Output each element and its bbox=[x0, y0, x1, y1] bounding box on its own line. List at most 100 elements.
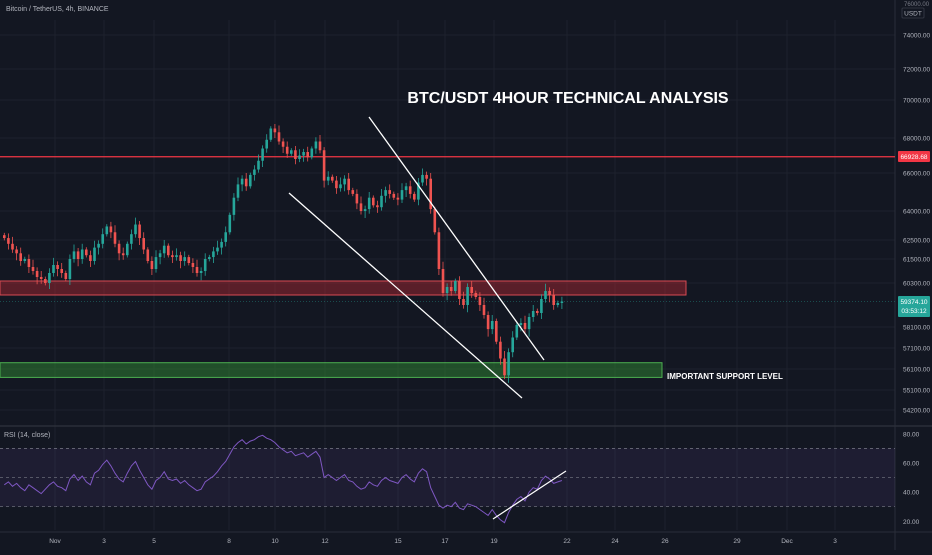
candle bbox=[162, 240, 166, 258]
candle bbox=[441, 261, 445, 297]
candle bbox=[89, 250, 92, 267]
price-axis-tick: 60300.00 bbox=[903, 281, 930, 288]
candle bbox=[318, 134, 322, 154]
candle bbox=[80, 243, 84, 264]
candle bbox=[224, 226, 227, 247]
rsi-axis-tick: 20.00 bbox=[903, 519, 920, 526]
candle bbox=[101, 228, 104, 249]
candle bbox=[363, 205, 367, 218]
rsi-label[interactable]: RSI (14, close) bbox=[4, 432, 50, 439]
symbol-line[interactable]: Bitcoin / TetherUS, 4h, BINANCE bbox=[6, 6, 109, 13]
price-axis-tick: 66000.00 bbox=[903, 171, 930, 178]
price-axis-tick: 72000.00 bbox=[903, 67, 930, 74]
candle bbox=[376, 200, 379, 213]
candle bbox=[495, 318, 498, 345]
candle bbox=[499, 336, 502, 365]
candle bbox=[117, 240, 121, 261]
candle bbox=[171, 250, 174, 263]
price-axis[interactable]: 74000.00 72000.00 70000.00 68000.00 66000.00… bbox=[903, 33, 930, 415]
candle bbox=[203, 253, 207, 276]
candle bbox=[64, 270, 68, 282]
candle bbox=[236, 177, 240, 202]
candle bbox=[27, 254, 31, 273]
time-axis[interactable]: Nov 3 5 8 10 12 15 17 19 22 24 26 29 Dec 3 bbox=[49, 538, 837, 545]
candle bbox=[425, 171, 428, 186]
rsi-axis-tick: 80.00 bbox=[903, 431, 920, 438]
support-zone[interactable] bbox=[0, 362, 663, 378]
candle bbox=[470, 281, 473, 298]
candle bbox=[396, 193, 400, 206]
candle bbox=[265, 134, 268, 153]
candle bbox=[244, 173, 248, 191]
last-price-text: 59374.10 bbox=[900, 299, 927, 306]
candle bbox=[212, 246, 215, 263]
candle bbox=[56, 261, 59, 277]
candle bbox=[195, 259, 199, 277]
candle bbox=[150, 256, 154, 275]
candle bbox=[482, 297, 486, 319]
candle bbox=[154, 250, 158, 273]
countdown-text: 03:53:12 bbox=[901, 308, 927, 315]
candle bbox=[146, 247, 150, 264]
candle bbox=[552, 289, 555, 310]
price-axis-tick: 64000.00 bbox=[903, 209, 930, 216]
price-axis-tick: 54200.00 bbox=[903, 408, 930, 415]
candle bbox=[253, 165, 256, 181]
candle bbox=[121, 247, 125, 260]
candle bbox=[417, 177, 420, 206]
candle bbox=[347, 173, 350, 195]
candle bbox=[507, 348, 510, 383]
candle bbox=[281, 138, 285, 154]
candle bbox=[408, 180, 412, 199]
lower-channel-line[interactable] bbox=[288, 192, 523, 399]
candle bbox=[199, 267, 203, 281]
candle bbox=[167, 243, 170, 258]
candle bbox=[11, 236, 14, 253]
candle bbox=[72, 244, 76, 263]
resistance-price-tag bbox=[898, 151, 930, 162]
candle bbox=[527, 313, 531, 337]
candle bbox=[331, 174, 334, 183]
upper-channel-line[interactable] bbox=[368, 116, 545, 361]
candle bbox=[97, 240, 100, 255]
candle bbox=[23, 256, 27, 264]
candle bbox=[187, 254, 191, 266]
candle bbox=[433, 206, 437, 235]
currency-badge[interactable] bbox=[901, 7, 925, 19]
candle bbox=[142, 232, 145, 255]
candle bbox=[343, 175, 346, 192]
candle bbox=[339, 177, 342, 192]
candle bbox=[3, 232, 6, 241]
time-axis-tick: 12 bbox=[321, 538, 329, 545]
candle bbox=[273, 123, 277, 138]
time-axis-tick: 10 bbox=[271, 538, 279, 545]
rsi-pane: 80.00 60.00 40.00 20.00 bbox=[0, 431, 920, 526]
price-axis-tick: 55100.00 bbox=[903, 388, 930, 395]
candle bbox=[85, 247, 88, 258]
candle bbox=[413, 191, 416, 202]
candle bbox=[175, 248, 178, 261]
candle bbox=[269, 126, 273, 142]
candle bbox=[351, 187, 355, 197]
rsi-trend-line[interactable] bbox=[492, 470, 567, 520]
candle bbox=[179, 251, 182, 269]
candle bbox=[511, 331, 514, 358]
candle bbox=[474, 290, 478, 300]
candle bbox=[388, 184, 391, 199]
resistance-zone[interactable] bbox=[0, 280, 687, 296]
candle bbox=[322, 147, 326, 188]
candle bbox=[52, 257, 55, 277]
candle bbox=[138, 221, 141, 245]
candle bbox=[310, 146, 314, 160]
price-axis-tick: 56100.00 bbox=[903, 367, 930, 374]
candle bbox=[130, 229, 133, 250]
candle bbox=[113, 225, 117, 248]
candle bbox=[503, 350, 506, 380]
rsi-axis-tick: 60.00 bbox=[903, 460, 920, 467]
time-axis-tick: 19 bbox=[490, 538, 498, 545]
time-axis-tick: 8 bbox=[227, 538, 231, 545]
price-axis-tick: 70000.00 bbox=[903, 98, 930, 105]
